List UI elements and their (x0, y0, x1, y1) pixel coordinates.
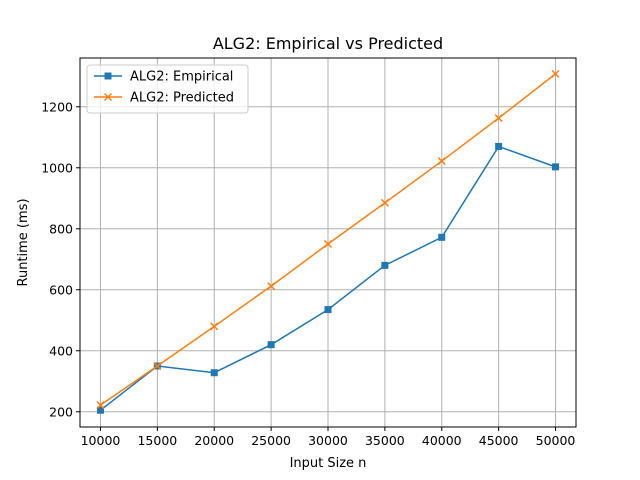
chart-title: ALG2: Empirical vs Predicted (213, 34, 443, 53)
data-point (551, 69, 560, 78)
y-tick-label: 400 (49, 343, 73, 358)
y-tick-label: 200 (49, 404, 73, 419)
data-point (437, 157, 446, 166)
x-axis-label: Input Size n (290, 456, 367, 471)
data-point (210, 369, 218, 377)
x-tick-label: 45000 (479, 433, 519, 448)
data-point (438, 233, 446, 241)
x-tick-label: 50000 (536, 433, 576, 448)
legend-predicted-marker (103, 92, 113, 102)
legend: ALG2: Empirical ALG2: Predicted (86, 64, 249, 114)
y-axis-ticks: 200 400 600 800 1000 1200 (41, 99, 80, 419)
data-point (324, 306, 332, 314)
data-point (96, 401, 105, 410)
x-tick-label: 20000 (194, 433, 234, 448)
x-tick-label: 35000 (365, 433, 405, 448)
y-tick-label: 600 (49, 282, 73, 297)
legend-empirical-label: ALG2: Empirical (130, 70, 233, 85)
data-point (380, 198, 389, 207)
data-point (552, 163, 560, 171)
grid-lines (80, 58, 576, 427)
x-tick-label: 10000 (81, 433, 121, 448)
x-tick-label: 15000 (137, 433, 177, 448)
data-point (267, 341, 275, 349)
x-axis-ticks: 10000 15000 20000 25000 30000 35000 40000 45000… (81, 427, 576, 448)
data-point (153, 361, 162, 371)
y-tick-label: 800 (49, 221, 73, 236)
data-point (96, 406, 104, 414)
data-point (494, 114, 503, 123)
series-alg2-predicted (96, 69, 560, 410)
x-tick-label: 25000 (251, 433, 291, 448)
data-point (323, 239, 333, 249)
x-tick-label: 30000 (308, 433, 348, 448)
legend-empirical-marker (104, 72, 112, 80)
y-tick-label: 1000 (41, 160, 73, 175)
data-point (210, 322, 219, 331)
data-point (495, 142, 503, 150)
x-tick-label: 40000 (422, 433, 462, 448)
y-tick-label: 1200 (41, 99, 73, 114)
legend-predicted-label: ALG2: Predicted (130, 91, 234, 106)
legend-box (86, 64, 249, 114)
y-axis-label: Runtime (ms) (16, 198, 31, 286)
series-layer (96, 69, 560, 414)
data-point (381, 261, 389, 269)
data-point (267, 282, 276, 291)
